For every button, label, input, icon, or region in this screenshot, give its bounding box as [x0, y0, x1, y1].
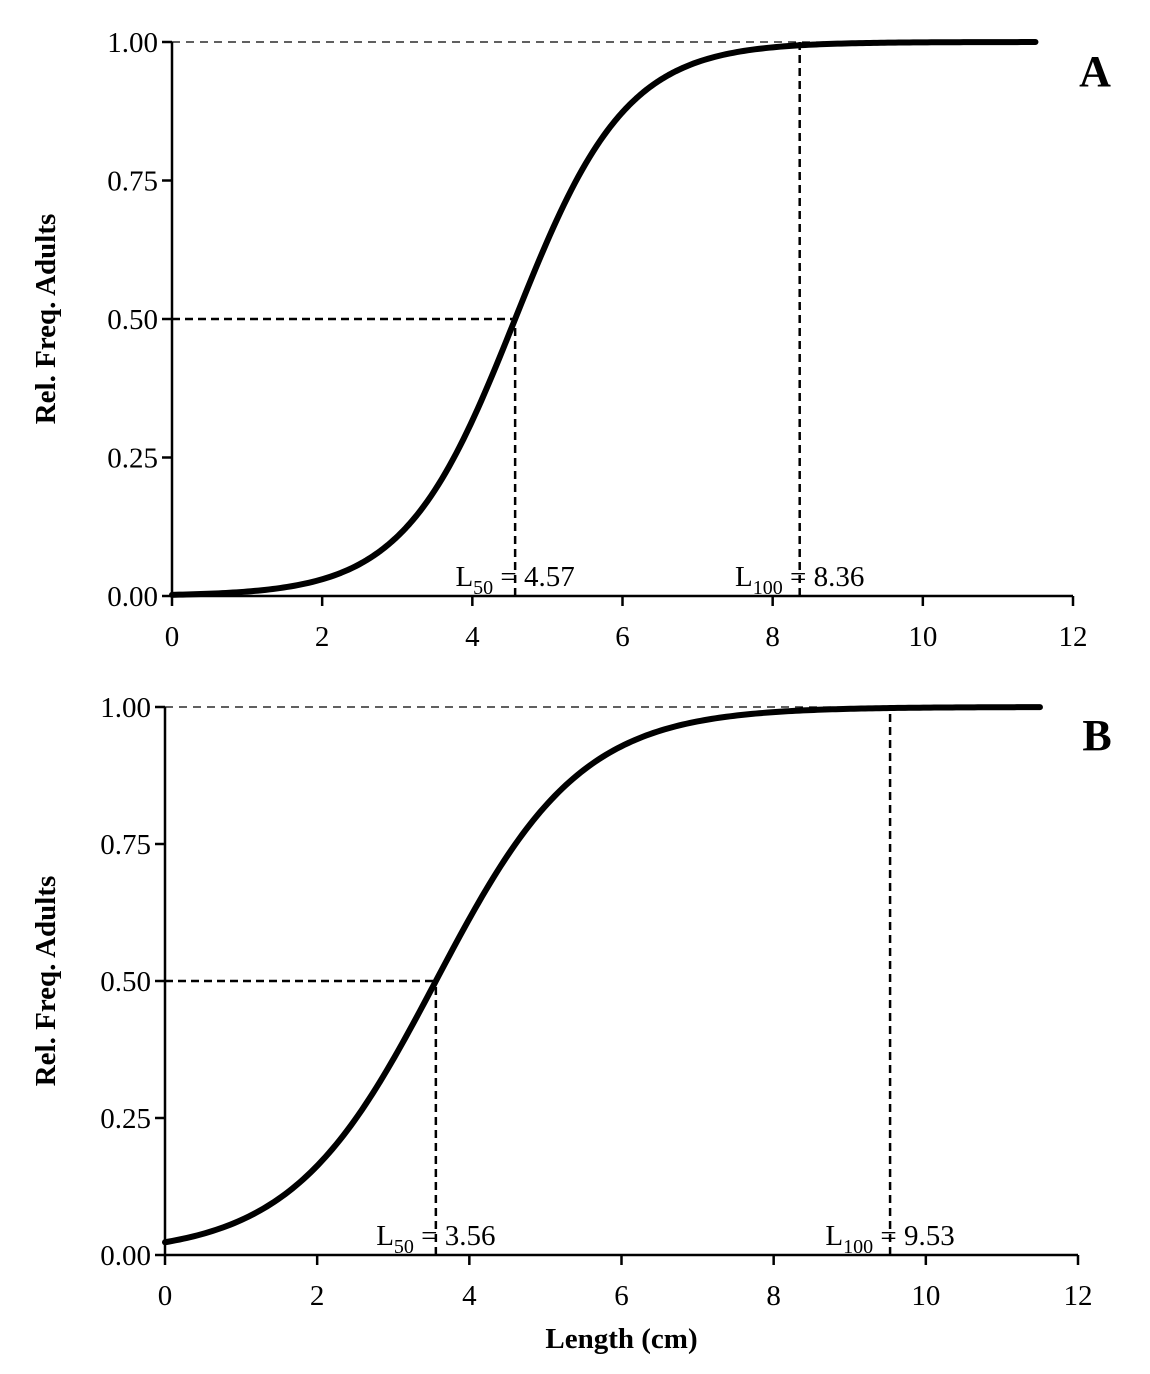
x-tick-label: 6 — [615, 621, 630, 653]
annotation-subscript: 100 — [753, 577, 783, 599]
annotation-value: = 9.53 — [873, 1220, 955, 1252]
maturity-curve — [169, 39, 1039, 598]
annotation-value: = 4.57 — [493, 561, 575, 593]
x-tick-label: 2 — [310, 1280, 325, 1312]
x-tick-label: 8 — [765, 621, 780, 653]
y-tick-label: 0.75 — [107, 166, 158, 198]
x-tick-label: 2 — [315, 621, 330, 653]
x-tick-label: 0 — [158, 1280, 173, 1312]
annotation-l100: L100 = 8.36 — [735, 561, 864, 599]
annotation-subscript: 50 — [394, 1236, 414, 1258]
annotation-subscript: 100 — [843, 1236, 873, 1258]
x-tick-label: 12 — [1059, 621, 1088, 653]
x-tick-label: 4 — [462, 1280, 477, 1312]
annotation-l50: L50 = 3.56 — [376, 1220, 495, 1258]
annotation-symbol: L — [455, 561, 473, 593]
y-axis-label: Rel. Freq. Adults — [30, 876, 62, 1087]
maturity-curve — [162, 704, 1043, 1246]
annotation-symbol: L — [376, 1220, 394, 1252]
annotation-l100: L100 = 9.53 — [825, 1220, 954, 1258]
y-tick-label: 0.25 — [107, 443, 158, 475]
y-tick-label: 1.00 — [100, 692, 151, 724]
y-tick-label: 0.00 — [107, 581, 158, 613]
annotation-symbol: L — [735, 561, 753, 593]
y-tick-label: 1.00 — [107, 27, 158, 59]
x-tick-label: 6 — [614, 1280, 629, 1312]
y-tick-label: 0.00 — [100, 1240, 151, 1272]
annotation-value: = 8.36 — [783, 561, 865, 593]
x-tick-label: 12 — [1064, 1280, 1093, 1312]
y-tick-label: 0.50 — [100, 966, 151, 998]
y-tick-label: 0.75 — [100, 829, 151, 861]
panel-label: A — [1079, 47, 1111, 96]
annotation-subscript: 50 — [473, 577, 493, 599]
annotation-symbol: L — [825, 1220, 843, 1252]
panel-label: B — [1082, 711, 1111, 760]
x-tick-label: 0 — [165, 621, 180, 653]
y-axis-label: Rel. Freq. Adults — [30, 214, 62, 425]
x-tick-label: 10 — [908, 621, 937, 653]
annotation-l50: L50 = 4.57 — [455, 561, 574, 599]
x-tick-label: 4 — [465, 621, 480, 653]
x-tick-label: 10 — [911, 1280, 940, 1312]
x-tick-label: 8 — [766, 1280, 781, 1312]
y-tick-label: 0.25 — [100, 1103, 151, 1135]
y-tick-label: 0.50 — [107, 304, 158, 336]
annotation-value: = 3.56 — [414, 1220, 496, 1252]
x-axis-label: Length (cm) — [545, 1323, 697, 1355]
